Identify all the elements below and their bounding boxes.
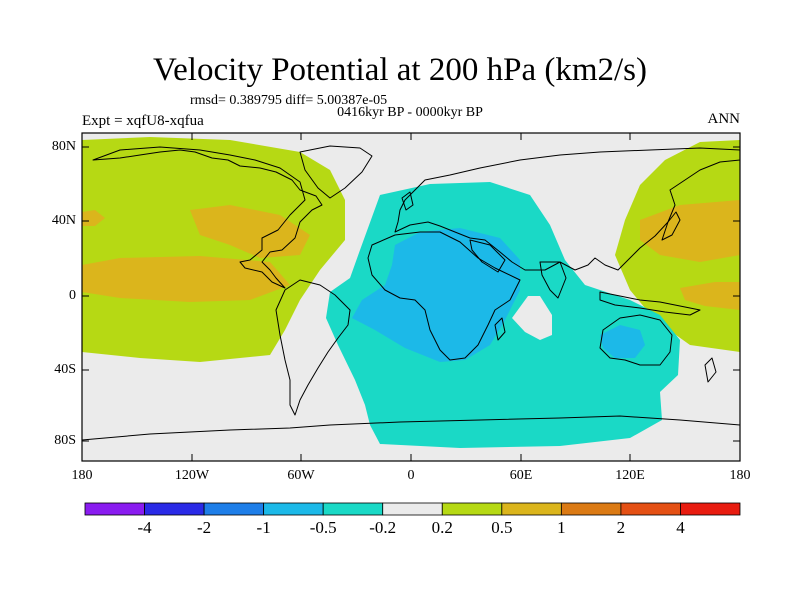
season-label: ANN — [707, 111, 741, 127]
contour-fills — [82, 133, 740, 461]
africa-outline — [367, 231, 521, 361]
lon-tick-180e: 180 — [729, 468, 751, 483]
neg-mod-region-australia — [600, 325, 645, 358]
pos-mod-region-west-edge — [82, 210, 105, 226]
lon-tick-60e: 60E — [509, 468, 533, 483]
colorbar-box — [144, 502, 205, 516]
axis-ticks — [81, 133, 741, 461]
stats-line: rmsd= 0.389795 diff= 5.00387e-05 — [190, 93, 388, 108]
pos-weak-region-west — [82, 137, 345, 362]
maritime-continent-outline — [599, 291, 701, 316]
arabia-outline — [469, 239, 506, 273]
madagascar-outline — [494, 317, 506, 341]
greenland-outline — [299, 145, 373, 199]
antarctica-outline — [82, 415, 740, 441]
pos-mod-region-east-north — [640, 200, 740, 262]
colorbar-box — [382, 502, 443, 516]
british-isles-outline — [401, 191, 414, 211]
india-outline — [539, 261, 567, 299]
lat-tick-40n: 40N — [51, 213, 76, 228]
north-america-outline — [92, 146, 323, 289]
lat-tick-80s: 80S — [54, 433, 76, 448]
map-title: Velocity Potential at 200 hPa (km2/s) — [152, 52, 648, 88]
colorbar-label: -4 — [137, 518, 152, 537]
colorbar-box — [263, 502, 324, 516]
colorbar — [84, 502, 741, 516]
lon-tick-0: 0 — [407, 468, 415, 483]
colorbar-box — [501, 502, 562, 516]
colorbar-label: 0.2 — [431, 518, 453, 537]
colorbar-box — [620, 502, 681, 516]
colorbar-label: 0.5 — [491, 518, 513, 537]
pos-mod-region-west-north — [190, 205, 310, 258]
lon-tick-60w: 60W — [287, 468, 315, 483]
colorbar-box — [84, 502, 145, 516]
colorbar-box — [680, 502, 741, 516]
colorbar-box — [322, 502, 384, 516]
australia-outline — [599, 314, 673, 366]
lat-tick-80n: 80N — [51, 139, 76, 154]
continent-outlines — [82, 145, 740, 441]
lon-tick-120e: 120E — [615, 468, 645, 483]
lat-tick-40s: 40S — [54, 362, 76, 377]
near-zero-hole-indian-ocean — [512, 296, 552, 340]
lon-tick-120w: 120W — [174, 468, 210, 483]
pos-mod-region-east-band — [680, 282, 740, 310]
colorbar-label: -0.5 — [309, 518, 337, 537]
new-zealand-outline — [704, 357, 717, 383]
colorbar-box — [203, 502, 265, 516]
colorbar-label: 2 — [616, 518, 626, 537]
experiment-label: Expt = xqfU8-xqfua — [82, 113, 204, 129]
japan-outline — [661, 211, 681, 241]
period-label: 0416kyr BP - 0000kyr BP — [337, 105, 483, 120]
colorbar-label: -2 — [196, 518, 212, 537]
colorbar-label: -1 — [256, 518, 271, 537]
pos-mod-region-west-band — [82, 256, 290, 302]
lon-tick-180w: 180 — [71, 468, 93, 483]
colorbar-label: 1 — [557, 518, 566, 537]
colorbar-box — [560, 502, 622, 516]
colorbar-label: -0.2 — [369, 518, 397, 537]
colorbar-label: 4 — [676, 518, 685, 537]
lat-tick-0: 0 — [69, 288, 76, 303]
south-america-outline — [275, 279, 351, 416]
neg-mod-region-africa — [352, 228, 520, 362]
colorbar-box — [441, 502, 503, 516]
